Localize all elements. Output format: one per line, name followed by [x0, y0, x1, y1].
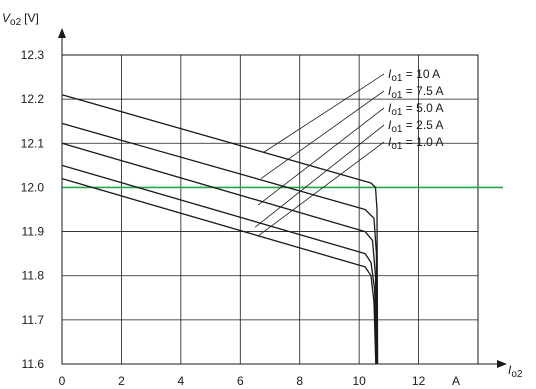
- legend-item-var: I: [388, 101, 392, 115]
- y-axis-label-var: V: [2, 11, 11, 25]
- x-tick-label: 10: [352, 374, 366, 388]
- legend-leader-line: [260, 90, 385, 179]
- x-tick-label: 6: [237, 374, 244, 388]
- y-tick-label: 12.0: [21, 180, 45, 194]
- series-line: [61, 177, 377, 365]
- legend-item-sub: o1: [391, 73, 403, 84]
- legend-item: Io1 = 10 A: [388, 67, 440, 84]
- series-line: [61, 122, 378, 365]
- series-line: [61, 94, 379, 365]
- legend-leader-line: [254, 124, 385, 228]
- x-axis-label-sub: o2: [511, 369, 523, 380]
- legend-item-var: I: [388, 67, 392, 81]
- legend-leaders: [254, 73, 385, 237]
- legend-item: Io1 = 2.5 A: [388, 118, 444, 135]
- axes: [58, 28, 507, 368]
- x-tick-label: 0: [59, 374, 66, 388]
- legend-leader-line: [257, 141, 385, 237]
- legend-item-sub: o1: [391, 107, 403, 118]
- x-axis-unit-tick: A: [452, 374, 460, 388]
- y-tick-label: 11.7: [22, 313, 45, 327]
- series-group: [61, 94, 379, 365]
- x-axis-arrow: [497, 360, 507, 368]
- legend-item-var: I: [388, 84, 392, 98]
- legend-item-sub: o1: [391, 90, 403, 101]
- y-tick-label: 11.6: [22, 357, 45, 371]
- legend-item-value: = 5.0 A: [402, 101, 443, 115]
- y-tick-label: 12.2: [21, 92, 45, 106]
- legend-item-var: I: [388, 135, 392, 149]
- legend-item-value: = 2.5 A: [402, 118, 443, 132]
- legend-item-sub: o1: [391, 141, 403, 152]
- legend-item: Io1 = 5.0 A: [388, 101, 444, 118]
- legend-item: Io1 = 1.0 A: [388, 135, 444, 152]
- y-axis-label-sub: o2: [10, 17, 22, 28]
- x-axis-label-var: I: [508, 363, 512, 377]
- y-tick-label: 12.1: [21, 136, 45, 150]
- y-tick-label: 11.9: [22, 225, 45, 239]
- x-tick-label: 12: [412, 374, 426, 388]
- x-axis-label: Io2: [508, 363, 523, 380]
- series-line: [61, 164, 378, 365]
- legend-item-value: = 7.5 A: [402, 84, 443, 98]
- legend-item-sub: o1: [391, 124, 403, 135]
- x-tick-label: 2: [118, 374, 125, 388]
- legend-item: Io1 = 7.5 A: [388, 84, 444, 101]
- legend-item-var: I: [388, 118, 392, 132]
- y-axis-arrow: [58, 28, 66, 38]
- y-tick-label: 12.3: [21, 48, 45, 62]
- legend-item-value: = 1.0 A: [402, 135, 443, 149]
- legend-item-value: = 10 A: [402, 67, 440, 81]
- y-tick-label: 11.8: [22, 269, 45, 283]
- series-line: [61, 142, 378, 365]
- x-tick-label: 8: [296, 374, 303, 388]
- y-axis-label: Vo2 [V]: [2, 11, 39, 28]
- legend-leader-line: [257, 107, 385, 206]
- y-axis-label-unit: [V]: [24, 11, 39, 25]
- legend-leader-line: [263, 73, 385, 153]
- x-tick-label: 4: [178, 374, 185, 388]
- tick-labels: 0 2 4 6 8 10 12 12.3 12.2 12.1 12.0 11.9 11.8 11.7 11.…: [21, 48, 426, 388]
